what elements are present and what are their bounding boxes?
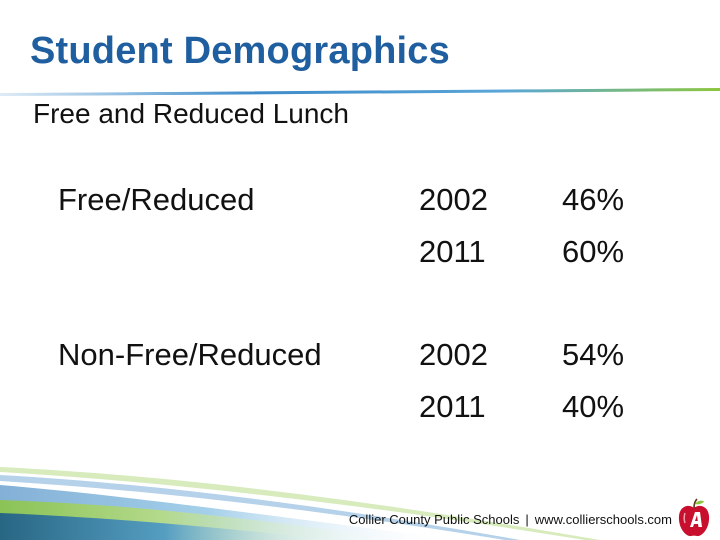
year-value: 2002	[419, 337, 488, 372]
table-row: Free/Reduced 2002 46% 2011 60%	[0, 176, 720, 286]
year-value: 2002	[419, 182, 488, 217]
footer-swoosh-decoration	[0, 467, 600, 540]
footer-organization: Collier County Public Schools	[348, 512, 520, 527]
title-underline-swoosh	[0, 88, 720, 96]
category-label: Non-Free/Reduced	[58, 337, 322, 372]
percent-value: 54%	[562, 337, 625, 372]
slide-title: Student Demographics	[30, 30, 450, 72]
apple-logo-icon	[678, 498, 710, 537]
footer-website-link[interactable]: www.collierschools.com	[534, 512, 672, 527]
footer-text: Collier County Public Schools | www.collie…	[349, 512, 672, 527]
table-row: Non-Free/Reduced 2002 54% 2011 40%	[0, 331, 720, 441]
category-label: Free/Reduced	[58, 182, 255, 217]
percent-value: 60%	[562, 234, 625, 269]
year-value: 2011	[419, 389, 486, 424]
percent-value: 40%	[562, 389, 625, 424]
percent-value: 46%	[562, 182, 625, 217]
slide-subtitle: Free and Reduced Lunch	[33, 98, 349, 129]
year-value: 2011	[419, 234, 486, 269]
footer-separator: |	[525, 512, 529, 527]
